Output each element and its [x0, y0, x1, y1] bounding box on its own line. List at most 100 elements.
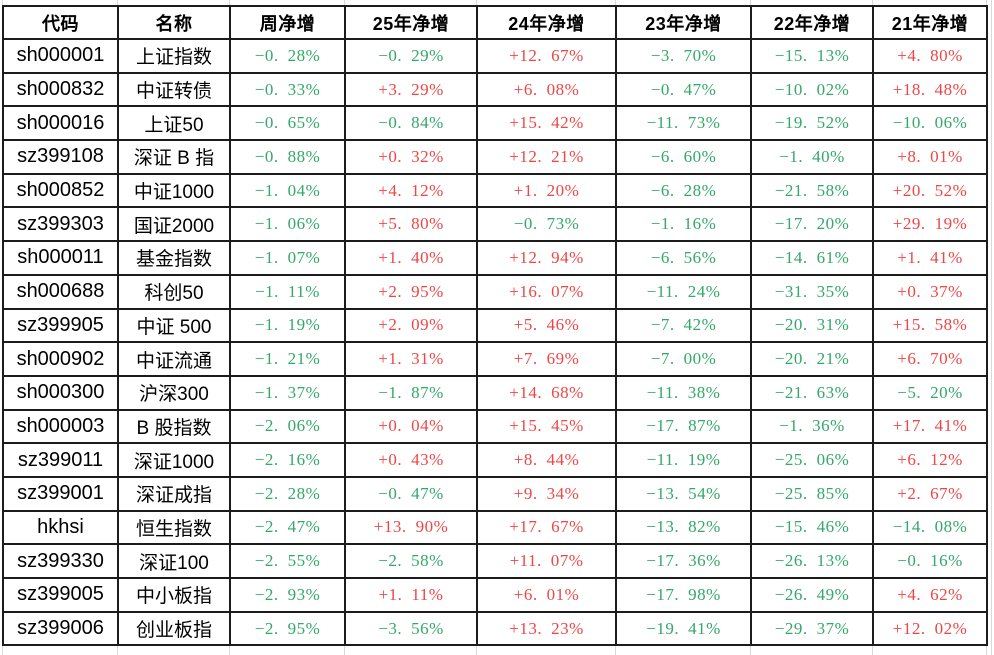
value-2023-cell: −19. 41% [615, 610, 752, 647]
value-week-cell: −0. 88% [229, 139, 346, 175]
table-row: sh000011 基金指数 −1. 07% +1. 40% +12. 94% −… [2, 240, 988, 276]
index-code-cell: sh000011 [2, 240, 119, 276]
column-header-4: 24年净增 [476, 5, 617, 40]
index-code-cell: sh000300 [2, 374, 119, 411]
value-2025-cell: +13. 90% [344, 509, 478, 546]
table-row: sz399006 创业板指 −2. 95% −3. 56% +13. 23% −… [2, 610, 988, 647]
index-name-cell: 深证成指 [117, 475, 231, 512]
value-2021-cell: +17. 41% [872, 408, 988, 445]
value-2024-cell: +16. 07% [476, 273, 617, 310]
value-2025-cell: +0. 43% [344, 442, 478, 478]
table-row: sh000001 上证指数 −0. 28% −0. 29% +12. 67% −… [2, 38, 988, 74]
value-2022-cell: −31. 35% [750, 273, 874, 310]
value-week-cell: −1. 11% [229, 273, 346, 310]
column-header-0: 代码 [2, 5, 119, 40]
index-performance-table: 代码 名称 周净增 25年净增 24年净增 23年净增 22年净增 21年净增 sh00000… [2, 5, 988, 647]
index-code-cell: sh000001 [2, 38, 119, 74]
index-code-cell: sz399005 [2, 577, 119, 613]
value-2024-cell: +6. 01% [476, 577, 617, 613]
value-2024-cell: −0. 73% [476, 206, 617, 243]
table-row: sh000016 上证50 −0. 65% −0. 84% +15. 42% −… [2, 105, 988, 142]
value-2021-cell: +6. 70% [872, 341, 988, 377]
value-2025-cell: −3. 56% [344, 610, 478, 647]
sheet-gridline-stub [229, 646, 230, 655]
index-name-cell: 上证指数 [117, 38, 231, 74]
index-code-cell: sh000852 [2, 172, 119, 209]
value-2022-cell: −21. 63% [750, 374, 874, 411]
table-row: sz399001 深证成指 −2. 28% −0. 47% +9. 34% −1… [2, 475, 988, 512]
column-header-6: 22年净增 [750, 5, 874, 40]
value-2024-cell: +17. 67% [476, 509, 617, 546]
value-week-cell: −0. 28% [229, 38, 346, 74]
value-2022-cell: −19. 52% [750, 105, 874, 142]
index-code-cell: sz399905 [2, 307, 119, 344]
value-2023-cell: −13. 82% [615, 509, 752, 546]
value-2023-cell: −3. 70% [615, 38, 752, 74]
sheet-gridline-stub [117, 0, 118, 5]
value-2024-cell: +5. 46% [476, 307, 617, 344]
value-week-cell: −0. 33% [229, 71, 346, 108]
index-name-cell: 基金指数 [117, 240, 231, 276]
sheet-gridline-stub [986, 0, 987, 5]
index-name-cell: 沪深300 [117, 374, 231, 411]
value-2023-cell: −6. 60% [615, 139, 752, 175]
index-code-cell: hkhsi [2, 509, 119, 546]
value-week-cell: −2. 93% [229, 577, 346, 613]
value-2023-cell: −17. 98% [615, 577, 752, 613]
value-week-cell: −2. 16% [229, 442, 346, 478]
value-week-cell: −1. 21% [229, 341, 346, 377]
value-2025-cell: +0. 04% [344, 408, 478, 445]
value-week-cell: −1. 04% [229, 172, 346, 209]
header-row: 代码 名称 周净增 25年净增 24年净增 23年净增 22年净增 21年净增 [2, 5, 988, 40]
table-row: sz399011 深证1000 −2. 16% +0. 43% +8. 44% … [2, 442, 988, 478]
value-2024-cell: +12. 94% [476, 240, 617, 276]
value-week-cell: −1. 06% [229, 206, 346, 243]
value-2024-cell: +12. 21% [476, 139, 617, 175]
sheet-gridline-stub [2, 0, 3, 5]
value-week-cell: −1. 37% [229, 374, 346, 411]
value-2025-cell: −0. 29% [344, 38, 478, 74]
index-name-cell: 深证100 [117, 543, 231, 579]
value-2025-cell: −1. 87% [344, 374, 478, 411]
index-code-cell: sh000832 [2, 71, 119, 108]
index-code-cell: sz399011 [2, 442, 119, 478]
index-name-cell: 中证流通 [117, 341, 231, 377]
index-name-cell: 深证 B 指 [117, 139, 231, 175]
column-header-2: 周净增 [229, 5, 346, 40]
index-code-cell: sh000688 [2, 273, 119, 310]
value-2021-cell: +8. 01% [872, 139, 988, 175]
table-row: sz399108 深证 B 指 −0. 88% +0. 32% +12. 21%… [2, 139, 988, 175]
index-name-cell: 中证转债 [117, 71, 231, 108]
index-name-cell: 深证1000 [117, 442, 231, 478]
value-2023-cell: −17. 87% [615, 408, 752, 445]
value-2021-cell: +18. 48% [872, 71, 988, 108]
index-code-cell: sh000016 [2, 105, 119, 142]
index-code-cell: sz399006 [2, 610, 119, 647]
value-2022-cell: −29. 37% [750, 610, 874, 647]
value-2023-cell: −1. 16% [615, 206, 752, 243]
value-week-cell: −2. 06% [229, 408, 346, 445]
sheet-gridline-stub [344, 0, 345, 5]
value-2022-cell: −1. 36% [750, 408, 874, 445]
value-2021-cell: −0. 16% [872, 543, 988, 579]
value-2022-cell: −1. 40% [750, 139, 874, 175]
value-2023-cell: −11. 24% [615, 273, 752, 310]
value-2025-cell: +1. 31% [344, 341, 478, 377]
value-week-cell: −1. 19% [229, 307, 346, 344]
value-2024-cell: +8. 44% [476, 442, 617, 478]
sheet-gridline-stub [344, 646, 345, 655]
value-2024-cell: +13. 23% [476, 610, 617, 647]
value-2023-cell: −17. 36% [615, 543, 752, 579]
value-2021-cell: +29. 19% [872, 206, 988, 243]
value-2022-cell: −20. 31% [750, 307, 874, 344]
sheet-gridline-stub [872, 0, 873, 5]
index-code-cell: sh000003 [2, 408, 119, 445]
value-2022-cell: −15. 13% [750, 38, 874, 74]
table-row: sh000003 B 股指数 −2. 06% +0. 04% +15. 45% … [2, 408, 988, 445]
value-2021-cell: −5. 20% [872, 374, 988, 411]
value-2021-cell: +20. 52% [872, 172, 988, 209]
value-week-cell: −0. 65% [229, 105, 346, 142]
index-name-cell: 上证50 [117, 105, 231, 142]
value-2022-cell: −26. 49% [750, 577, 874, 613]
value-2022-cell: −14. 61% [750, 240, 874, 276]
